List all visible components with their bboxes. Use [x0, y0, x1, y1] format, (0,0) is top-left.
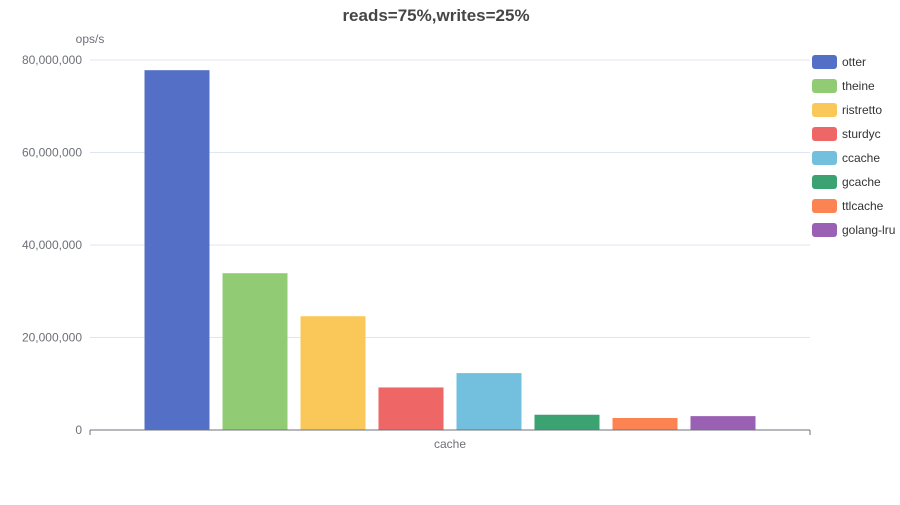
legend-swatch: [812, 151, 837, 165]
legend-swatch: [812, 55, 837, 69]
legend-item-theine[interactable]: theine: [812, 79, 875, 93]
legend[interactable]: otter theine ristretto sturdyc ccache gcache t…: [812, 55, 895, 237]
y-axis-ticks: 0 20,000,000 40,000,000 60,000,000 80,000,00…: [22, 53, 82, 437]
legend-item-ttlcache[interactable]: ttlcache: [812, 199, 884, 213]
bar-theine[interactable]: [222, 273, 288, 430]
grid-lines: [90, 59, 810, 338]
legend-label: ristretto: [842, 103, 882, 117]
legend-label: theine: [842, 79, 875, 93]
y-tick-label: 20,000,000: [22, 331, 82, 345]
legend-label: golang-lru: [842, 223, 895, 237]
legend-label: gcache: [842, 175, 881, 189]
bar-sturdyc[interactable]: [378, 387, 444, 430]
bar-ristretto[interactable]: [300, 316, 366, 430]
bars: [144, 70, 756, 431]
legend-label: otter: [842, 55, 866, 69]
legend-swatch: [812, 79, 837, 93]
bar-otter[interactable]: [144, 70, 210, 431]
x-axis-label: cache: [434, 437, 466, 451]
legend-swatch: [812, 175, 837, 189]
legend-label: sturdyc: [842, 127, 881, 141]
legend-item-golang-lru[interactable]: golang-lru: [812, 223, 895, 237]
legend-item-otter[interactable]: otter: [812, 55, 866, 69]
bar-golang-lru[interactable]: [690, 416, 756, 430]
bar-ccache[interactable]: [456, 373, 522, 430]
legend-swatch: [812, 223, 837, 237]
legend-item-ristretto[interactable]: ristretto: [812, 103, 882, 117]
legend-item-ccache[interactable]: ccache: [812, 151, 880, 165]
bar-ttlcache[interactable]: [612, 417, 678, 430]
x-axis: [89, 429, 811, 435]
legend-label: ttlcache: [842, 199, 884, 213]
y-tick-label: 80,000,000: [22, 53, 82, 67]
y-tick-label: 40,000,000: [22, 238, 82, 252]
y-axis-label: ops/s: [76, 32, 105, 46]
y-tick-label: 0: [75, 423, 82, 437]
legend-item-gcache[interactable]: gcache: [812, 175, 881, 189]
legend-label: ccache: [842, 151, 880, 165]
legend-swatch: [812, 103, 837, 117]
legend-swatch: [812, 127, 837, 141]
legend-item-sturdyc[interactable]: sturdyc: [812, 127, 881, 141]
y-tick-label: 60,000,000: [22, 146, 82, 160]
bar-gcache[interactable]: [534, 414, 600, 430]
chart-title: reads=75%,writes=25%: [342, 6, 529, 25]
legend-swatch: [812, 199, 837, 213]
